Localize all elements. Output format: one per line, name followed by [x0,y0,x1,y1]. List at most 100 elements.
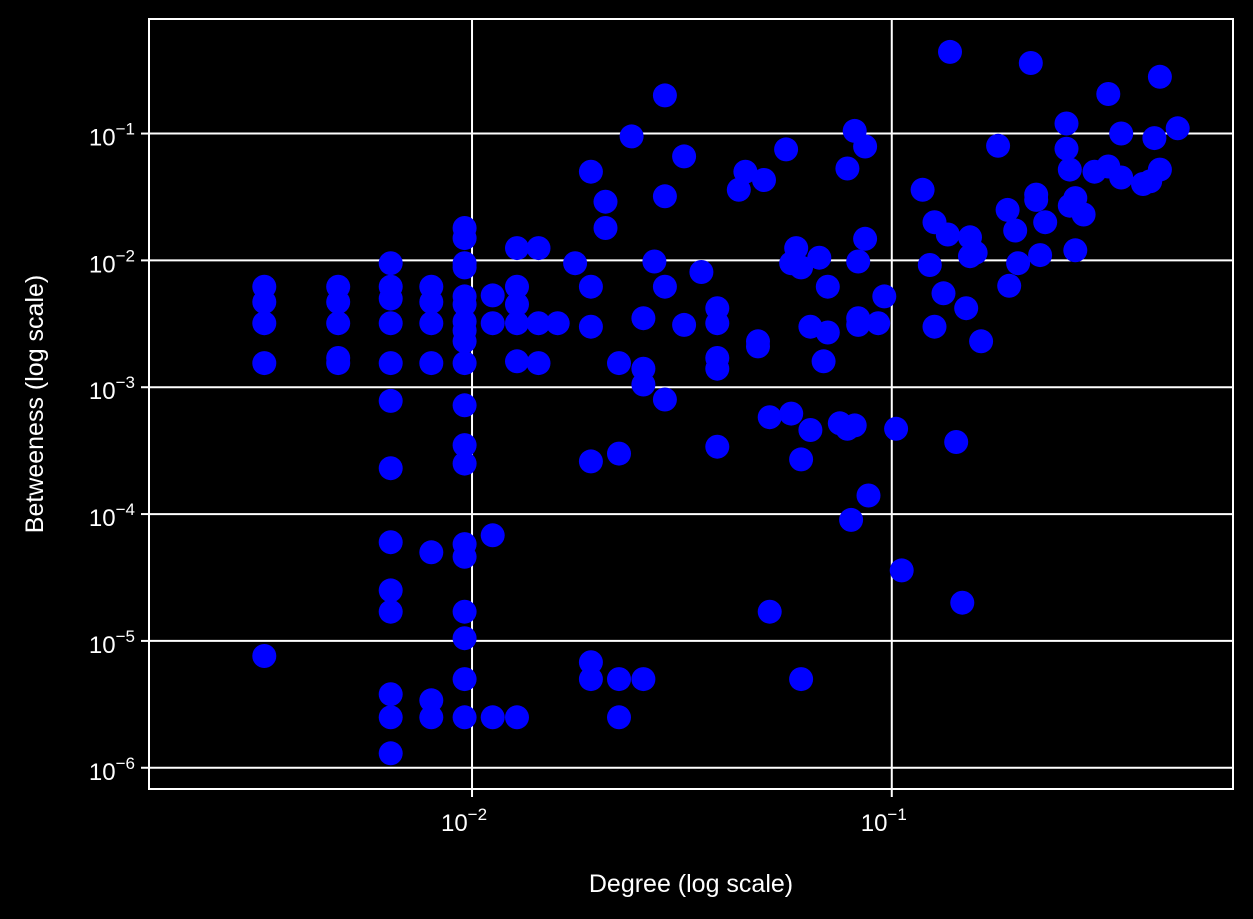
scatter-point [842,413,867,438]
scatter-point [1142,126,1167,151]
scatter-point [480,283,505,308]
scatter-point [1071,202,1096,227]
scatter-point [607,441,631,466]
axis-ticks: 10−2 10−110−610−510−410−310−210−1 [89,120,907,837]
scatter-point [1096,82,1121,106]
scatter-point [807,245,832,270]
scatter-point [578,449,603,474]
scatter-point [452,451,477,476]
scatter-point [884,416,909,441]
scatter-point [505,274,529,299]
scatter-point [789,447,814,472]
scatter-point [938,39,962,64]
scatter-point [607,351,631,376]
y-tick-label-exponent: −3 [116,373,135,392]
scatter-point [419,290,444,314]
scatter-point [835,156,860,181]
scatter-point [378,599,403,624]
scatter-point [779,401,804,426]
scatter-point [578,314,603,339]
scatter-point [252,351,277,376]
scatter-point [856,483,881,508]
scatter-point [917,253,942,277]
scatter-point [1018,51,1043,75]
scatter-point [480,523,505,548]
scatter-point [452,626,477,651]
scatter-point [419,311,444,336]
y-tick-label-base: 10 [89,251,116,278]
scatter-point [969,329,994,354]
y-tick-label-base: 10 [89,759,116,786]
y-tick-label-exponent: −2 [116,246,135,265]
scatter-point [774,137,799,162]
scatter-point [689,260,714,284]
scatter-point [789,667,814,692]
scatter-point [578,159,603,184]
scatter-point [607,667,631,692]
scatter-point [672,144,697,169]
scatter-point [452,599,477,624]
scatter-point [1024,187,1049,212]
scatter-point [452,433,477,458]
scatter-point [950,590,975,615]
scatter-point [853,134,878,159]
scatter-point [963,240,988,265]
scatter-point [378,456,403,481]
y-tick-label: 10−5 [89,627,135,659]
scatter-point [1054,111,1079,136]
scatter-point [419,351,444,376]
scatter-point [526,351,551,376]
scatter-point [935,222,960,247]
scatter-point [452,393,477,418]
y-tick-label-base: 10 [89,378,116,405]
scatter-point [922,314,947,339]
scatter-point [378,741,403,766]
scatter-point [631,306,656,331]
scatter-point [642,249,667,274]
scatter-point [526,236,551,261]
scatter-point [419,540,444,565]
scatter-point [252,644,277,668]
x-tick-label: 10−2 [441,805,487,837]
x-tick-label-base: 10 [441,810,468,837]
grid-lines [149,19,1233,789]
scatter-point [419,688,444,713]
scatter-point [1028,243,1053,268]
scatter-point [726,177,751,202]
scatter-point [378,311,403,336]
scatter-point [505,236,529,261]
scatter-point [1165,116,1190,141]
scatter-point [593,189,618,214]
scatter-point [853,226,878,251]
y-tick-label-exponent: −4 [116,500,135,519]
scatter-point [1109,121,1134,146]
y-tick-label-exponent: −6 [116,754,135,773]
y-tick-label: 10−6 [89,754,135,786]
scatter-point [705,434,730,459]
scatter-point [452,329,477,354]
x-tick-label-exponent: −2 [468,805,487,824]
scatter-point [757,405,782,430]
y-tick-label-exponent: −1 [116,120,135,139]
scatter-point [872,284,897,309]
scatter-point [326,351,351,376]
scatter-point [889,558,914,583]
scatter-point [252,290,277,314]
y-tick-label-base: 10 [89,505,116,532]
x-axis-label: Degree (log scale) [589,870,793,898]
scatter-point [1109,165,1134,190]
scatter-point [931,281,956,306]
scatter-point [652,387,677,412]
scatter-point [866,311,891,336]
scatter-point [944,430,969,454]
scatter-point [752,168,776,192]
scatter-point [798,418,823,442]
scatter-point [480,705,505,730]
scatter-point [986,133,1011,158]
scatter-point [1063,238,1088,263]
scatter-point [378,388,403,413]
scatter-point [452,351,477,376]
y-tick-label-base: 10 [89,125,116,152]
